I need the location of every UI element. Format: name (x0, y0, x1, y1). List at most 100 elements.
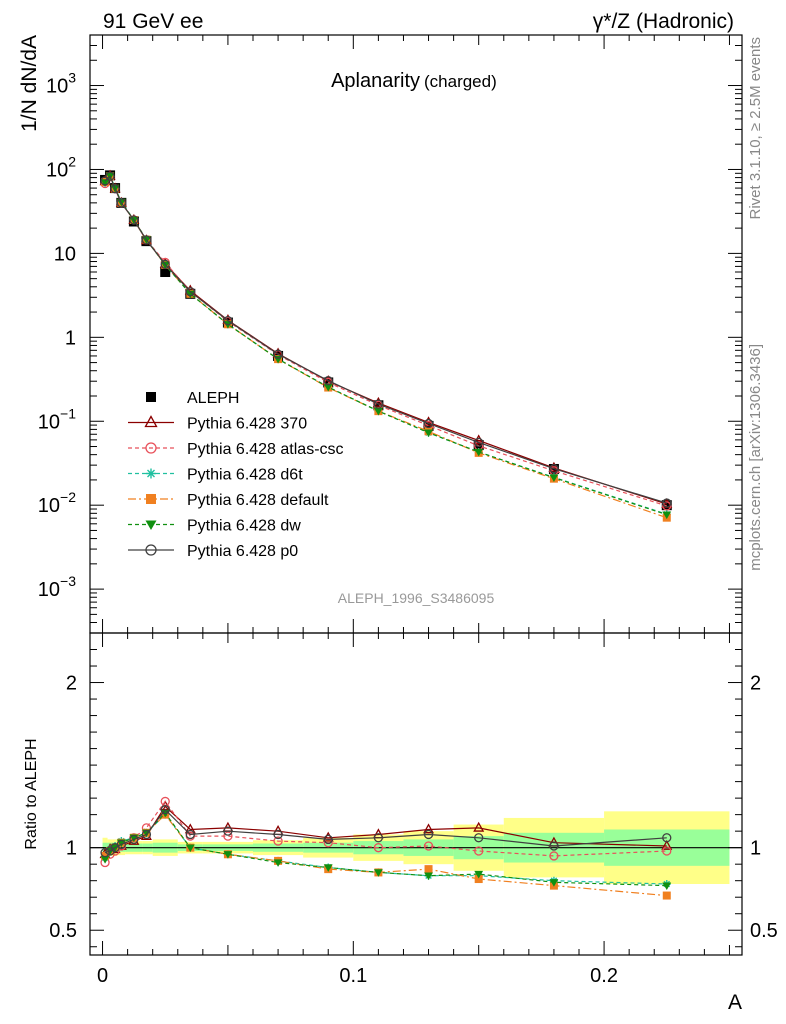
data-point-6-11 (373, 399, 384, 409)
ratio-point-0-13 (473, 821, 485, 832)
legend-marker-5 (145, 520, 157, 530)
y-tick-base-3: 1 (65, 327, 76, 349)
y-tick-exp-1: −2 (60, 489, 76, 505)
legend-marker-2 (145, 442, 157, 454)
ratio-point-4-13 (474, 870, 484, 879)
legend: ALEPH Pythia 6.428 370 Pythia 6.428 atlas-… (128, 390, 344, 560)
data-point-6-1 (105, 171, 115, 181)
data-point-6-10 (323, 375, 333, 386)
series-line-5 (104, 174, 667, 516)
y-tick-label-4: 10 (54, 243, 76, 265)
x-axis-label: A (728, 991, 742, 1014)
legend-label-6: Pythia 6.428 p0 (187, 543, 298, 560)
ratio-point-5-7 (185, 829, 195, 840)
data-point-5-14 (549, 474, 559, 483)
ratio-point-0-15 (661, 839, 673, 850)
ratio-point-5-3 (116, 839, 126, 850)
x-tick-label-1: 0.1 (339, 965, 367, 987)
y-tick-base-0: 10 (38, 579, 60, 601)
data-point-6-6 (160, 259, 170, 270)
ratio-point-4-8 (223, 851, 233, 859)
ratio-point-0-10 (322, 831, 334, 842)
data-point-6-5 (141, 235, 152, 245)
data-point-0-13 (473, 440, 484, 451)
y-tick-base-2: 10 (38, 411, 60, 433)
main-subtitle: (charged) (424, 72, 497, 91)
header-right: γ*/Z (Hadronic) (593, 10, 734, 33)
ratio-y-label-2: 2 (66, 673, 77, 695)
series-2 (100, 172, 672, 511)
ratio-point-0-12 (423, 823, 435, 834)
data-point-6-0 (100, 176, 110, 186)
data-point-5-12 (424, 429, 433, 438)
data-point-6-2 (110, 184, 120, 194)
data-point-6-9 (273, 349, 283, 359)
data-point-6-3 (116, 198, 126, 208)
legend-marker-1 (144, 415, 158, 428)
series-line-3 (104, 174, 667, 515)
ratio-line-1 (104, 800, 667, 863)
ratio-y-label-r-1: 1 (750, 838, 761, 860)
watermark: ALEPH_1996_S3486095 (338, 590, 495, 606)
data-point-5-6 (160, 261, 170, 270)
ratio-point-5-4 (129, 834, 139, 845)
ratio-point-1-10 (323, 838, 333, 848)
y-tick-label-5: 102 (46, 153, 76, 181)
data-point-6-15 (662, 498, 672, 508)
data-point-5-13 (474, 448, 484, 457)
ratio-point-5-8 (223, 826, 233, 836)
data-point-6-13 (474, 437, 484, 448)
ratio-point-5-11 (373, 833, 384, 843)
legend-marker-0 (146, 392, 156, 402)
legend-marker-4 (146, 494, 156, 504)
data-point-5-15 (662, 511, 672, 520)
ratio-point-5-12 (423, 829, 434, 840)
ratio-point-1-8 (223, 831, 233, 841)
y-tick-exp-5: 2 (68, 153, 76, 169)
y-tick-label-6: 103 (46, 70, 76, 98)
ratio-y-label-0: 0.5 (49, 920, 77, 942)
y-tick-label-0: 10−3 (38, 573, 76, 601)
y-tick-base-5: 10 (46, 159, 68, 181)
ratio-point-1-12 (423, 841, 434, 851)
data-point-6-12 (423, 418, 434, 429)
ratio-panel: 0.5 0.5 1 1 2 2 0 0.1 0.2 Ratio to ALEPH A (23, 632, 778, 1014)
legend-marker-6 (145, 544, 157, 556)
ratio-point-4-11 (373, 869, 383, 877)
ratio-point-4-15 (662, 882, 672, 891)
y-tick-base-6: 10 (46, 76, 68, 98)
y-tick-label-3: 1 (65, 327, 76, 349)
ratio-point-4-9 (273, 859, 283, 867)
legend-marker-3 (146, 468, 156, 479)
ratio-y-label-r-0: 0.5 (750, 920, 778, 942)
data-point-5-7 (185, 290, 195, 299)
legend-label-3: Pythia 6.428 d6t (187, 467, 303, 484)
ratio-point-1-9 (273, 836, 283, 846)
ratio-ylabel: Ratio to ALEPH (23, 738, 40, 849)
ratio-point-3-12 (424, 865, 433, 874)
legend-label-2: Pythia 6.428 atlas-csc (187, 441, 344, 458)
ratio-point-5-14 (549, 841, 559, 851)
ratio-point-5-13 (474, 833, 484, 843)
y-tick-base-4: 10 (54, 243, 76, 265)
ratio-point-1-13 (474, 846, 484, 856)
ratio-y-label-1: 1 (66, 838, 77, 860)
data-point-1-13 (473, 434, 485, 445)
series-6 (100, 171, 672, 508)
y-tick-exp-0: −3 (60, 573, 76, 589)
data-point-0-6 (160, 267, 171, 278)
ratio-point-3-13 (474, 875, 483, 884)
ratio-line-4 (104, 812, 667, 887)
ratio-frame (89, 632, 743, 956)
y-tick-label-2: 10−1 (38, 405, 76, 433)
legend-label-1: Pythia 6.428 370 (187, 416, 307, 433)
ratio-point-3-0 (101, 851, 110, 860)
y-tick-base-1: 10 (38, 495, 60, 517)
y-tick-exp-2: −1 (60, 405, 76, 421)
legend-label-5: Pythia 6.428 dw (187, 518, 301, 535)
ratio-point-5-6 (160, 805, 170, 815)
ratio-point-3-15 (662, 891, 671, 900)
main-ylabel: 1/N dN/dA (18, 35, 41, 132)
series-line-6 (104, 175, 667, 504)
